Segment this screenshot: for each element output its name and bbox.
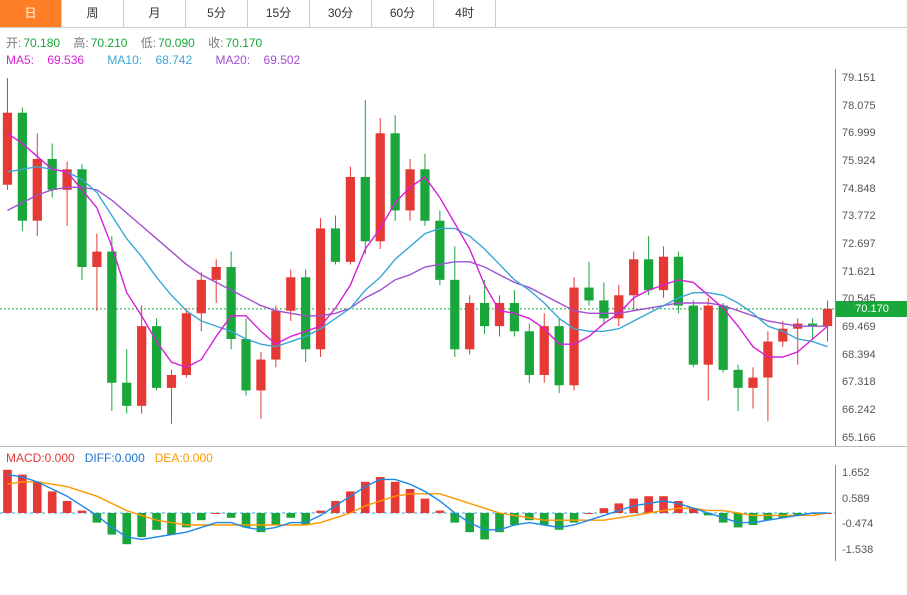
tab-月[interactable]: 月: [124, 0, 186, 27]
ytick: 65.166: [842, 432, 876, 444]
ma-row: MA5: 69.536 MA10: 68.742 MA20: 69.502: [0, 53, 907, 69]
ytick: 0.589: [842, 493, 870, 505]
tab-4时[interactable]: 4时: [434, 0, 496, 27]
dea-value: 0.000: [183, 451, 213, 465]
diff-label: DIFF:: [85, 451, 115, 465]
tab-日[interactable]: 日: [0, 0, 62, 27]
timeframe-tabs: 日周月5分15分30分60分4时: [0, 0, 907, 28]
diff-value: 0.000: [115, 451, 145, 465]
ytick: 70.545: [842, 293, 876, 305]
ytick: 76.999: [842, 127, 876, 139]
macd-label: MACD:: [6, 451, 45, 465]
tab-周[interactable]: 周: [62, 0, 124, 27]
tab-5分[interactable]: 5分: [186, 0, 248, 27]
ma20-value: 69.502: [264, 53, 301, 67]
macd-chart[interactable]: 1.652 0.589 -0.474 -1.538: [0, 465, 907, 561]
ytick: 78.075: [842, 100, 876, 112]
ytick: 73.772: [842, 210, 876, 222]
ytick: 75.924: [842, 155, 876, 167]
y-axis-price: 70.170 79.15178.07576.99975.92474.84873.…: [835, 69, 907, 446]
low-value: 70.090: [158, 36, 195, 50]
price-chart[interactable]: 70.170 79.15178.07576.99975.92474.84873.…: [0, 69, 907, 447]
ma10-value: 68.742: [155, 53, 192, 67]
ytick: 1.652: [842, 467, 870, 479]
open-label: 开:: [6, 36, 21, 50]
close-label: 收:: [208, 36, 223, 50]
high-label: 高:: [73, 36, 88, 50]
ma10-label: MA10:: [107, 53, 142, 67]
ytick: 74.848: [842, 183, 876, 195]
ytick: 79.151: [842, 72, 876, 84]
ytick: 67.318: [842, 376, 876, 388]
ytick: 68.394: [842, 349, 876, 361]
ytick: 66.242: [842, 404, 876, 416]
tab-15分[interactable]: 15分: [248, 0, 310, 27]
close-value: 70.170: [226, 36, 263, 50]
tab-30分[interactable]: 30分: [310, 0, 372, 27]
macd-value: 0.000: [45, 451, 75, 465]
ohlc-row: 开:70.180 高:70.210 低:70.090 收:70.170: [0, 28, 907, 53]
macd-row: MACD:0.000 DIFF:0.000 DEA:0.000: [0, 447, 907, 465]
ytick: 71.621: [842, 266, 876, 278]
dea-label: DEA:: [155, 451, 183, 465]
low-label: 低:: [141, 36, 156, 50]
ytick: 69.469: [842, 321, 876, 333]
ma5-value: 69.536: [47, 53, 84, 67]
y-axis-macd: 1.652 0.589 -0.474 -1.538: [835, 465, 907, 561]
open-value: 70.180: [23, 36, 60, 50]
ytick: 72.697: [842, 238, 876, 250]
tab-60分[interactable]: 60分: [372, 0, 434, 27]
ytick: -0.474: [842, 518, 873, 530]
high-value: 70.210: [91, 36, 128, 50]
ma5-label: MA5:: [6, 53, 34, 67]
ma20-label: MA20:: [215, 53, 250, 67]
ytick: -1.538: [842, 544, 873, 556]
